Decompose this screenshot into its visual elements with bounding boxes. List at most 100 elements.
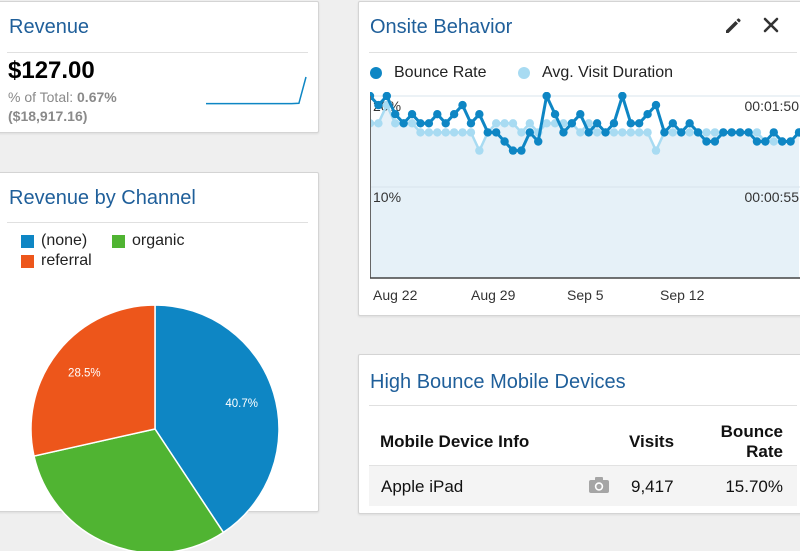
bounce-point[interactable]: [576, 110, 585, 119]
bounce-point[interactable]: [449, 110, 459, 119]
bounce-point[interactable]: [643, 110, 652, 119]
bounce-point[interactable]: [382, 92, 392, 101]
duration-point[interactable]: [576, 128, 585, 137]
bounce-point[interactable]: [769, 128, 778, 137]
header-visits[interactable]: Visits: [629, 432, 675, 451]
bounce-point[interactable]: [458, 100, 467, 110]
bounce-point[interactable]: [475, 110, 484, 119]
duration-point[interactable]: [643, 128, 652, 137]
bounce-point[interactable]: [601, 128, 610, 137]
pencil-icon[interactable]: [723, 16, 743, 41]
duration-point[interactable]: [769, 137, 778, 146]
bounce-point[interactable]: [584, 128, 593, 137]
camera-icon[interactable]: [588, 475, 610, 500]
duration-point[interactable]: [391, 119, 400, 128]
bounce-point[interactable]: [500, 137, 509, 146]
duration-point[interactable]: [370, 119, 375, 128]
bounce-point[interactable]: [668, 119, 678, 128]
bounce-point[interactable]: [416, 119, 425, 128]
duration-point[interactable]: [618, 128, 627, 137]
bounce-point[interactable]: [407, 110, 417, 119]
duration-point[interactable]: [710, 128, 720, 137]
close-icon[interactable]: [762, 16, 780, 38]
bounce-point[interactable]: [677, 128, 686, 137]
bounce-point[interactable]: [660, 128, 669, 137]
bounce-point[interactable]: [441, 119, 450, 128]
bounce-point[interactable]: [693, 128, 703, 137]
duration-point[interactable]: [702, 128, 711, 137]
legend-bounce-rate[interactable]: Bounce Rate: [370, 64, 487, 82]
bounce-point[interactable]: [685, 119, 694, 128]
duration-point[interactable]: [416, 128, 425, 137]
bounce-point[interactable]: [727, 128, 736, 137]
bounce-point[interactable]: [559, 128, 568, 137]
bounce-point[interactable]: [752, 137, 762, 146]
duration-point[interactable]: [466, 128, 476, 137]
duration-point[interactable]: [525, 119, 535, 128]
duration-point[interactable]: [374, 119, 383, 128]
legend-organic[interactable]: organic: [112, 232, 184, 250]
legend-visit-duration[interactable]: Avg. Visit Duration: [518, 64, 673, 82]
duration-point[interactable]: [407, 119, 417, 128]
bounce-point[interactable]: [491, 128, 501, 137]
bounce-point[interactable]: [567, 119, 577, 128]
table-row[interactable]: [369, 465, 797, 506]
bounce-point[interactable]: [626, 119, 635, 128]
duration-point[interactable]: [475, 146, 484, 155]
bounce-point[interactable]: [634, 119, 644, 128]
duration-point[interactable]: [449, 128, 459, 137]
legend-referral[interactable]: referral: [21, 252, 92, 270]
duration-point[interactable]: [441, 128, 450, 137]
bounce-point[interactable]: [517, 146, 526, 155]
bounce-point[interactable]: [786, 137, 795, 146]
legend-none[interactable]: (none): [21, 232, 87, 250]
duration-point[interactable]: [458, 128, 467, 137]
bounce-point[interactable]: [542, 92, 551, 101]
bounce-point[interactable]: [618, 92, 627, 101]
header-device-info[interactable]: Mobile Device Info: [380, 432, 530, 451]
duration-point[interactable]: [433, 128, 442, 137]
duration-point[interactable]: [491, 119, 501, 128]
bounce-point[interactable]: [433, 110, 442, 119]
bounce-point[interactable]: [609, 119, 619, 128]
bounce-point[interactable]: [550, 110, 560, 119]
duration-point[interactable]: [685, 128, 694, 137]
bounce-point[interactable]: [534, 137, 543, 146]
bounce-point[interactable]: [374, 100, 383, 110]
bounce-point[interactable]: [710, 137, 720, 146]
bounce-point[interactable]: [483, 128, 492, 137]
duration-point[interactable]: [508, 119, 518, 128]
pie-slice[interactable]: [31, 304, 156, 457]
duration-point[interactable]: [626, 128, 635, 137]
duration-point[interactable]: [517, 128, 526, 137]
bounce-point[interactable]: [735, 128, 745, 137]
bounce-point[interactable]: [525, 128, 535, 137]
legend-swatch-organic: [112, 234, 125, 248]
duration-point[interactable]: [651, 146, 661, 155]
duration-point[interactable]: [752, 128, 762, 137]
duration-point[interactable]: [424, 128, 434, 137]
bounce-point[interactable]: [719, 128, 728, 137]
duration-point[interactable]: [592, 128, 602, 137]
bounce-point[interactable]: [399, 119, 408, 128]
bounce-point[interactable]: [777, 137, 787, 146]
revenue-title: Revenue: [9, 16, 90, 38]
duration-point[interactable]: [609, 128, 619, 137]
duration-point[interactable]: [542, 119, 551, 128]
bounce-point[interactable]: [391, 110, 400, 119]
bounce-point[interactable]: [466, 119, 476, 128]
bounce-point[interactable]: [794, 128, 800, 137]
header-bounce-rate[interactable]: Bounce Rate: [719, 422, 783, 462]
bounce-point[interactable]: [744, 128, 753, 137]
bounce-point[interactable]: [702, 137, 711, 146]
duration-point[interactable]: [500, 119, 509, 128]
bounce-point[interactable]: [424, 119, 434, 128]
duration-point[interactable]: [634, 128, 644, 137]
bounce-point[interactable]: [370, 92, 375, 101]
bounce-point[interactable]: [592, 119, 602, 128]
bounce-point[interactable]: [651, 100, 661, 110]
bounce-point[interactable]: [508, 146, 518, 155]
bounce-point[interactable]: [761, 137, 770, 146]
duration-point[interactable]: [668, 128, 678, 137]
